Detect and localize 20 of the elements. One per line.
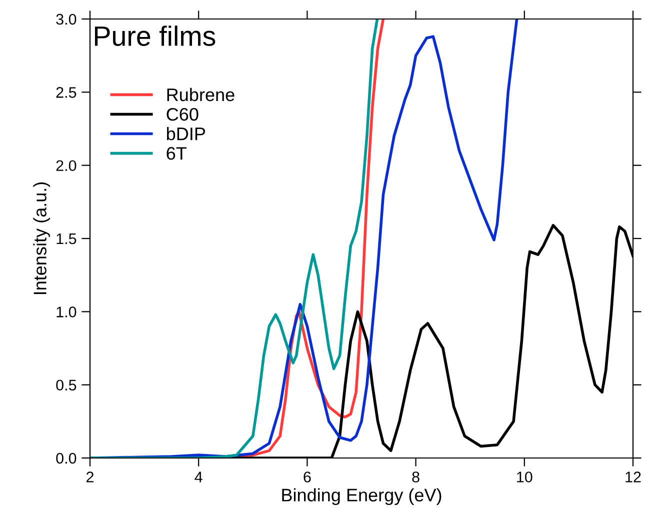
x-axis-title: Binding Energy (eV) xyxy=(282,488,442,506)
x-tick-label: 6 xyxy=(304,472,311,482)
legend-label: 6T xyxy=(166,147,187,160)
y-tick-label: 3.0 xyxy=(56,14,76,25)
x-tick-label: 2 xyxy=(86,472,94,482)
annotation: Pure films xyxy=(94,26,216,46)
y-tick-label: 0.5 xyxy=(56,380,76,391)
x-tick-label: 8 xyxy=(412,472,420,482)
y-tick-label: 2.0 xyxy=(56,160,76,172)
legend-label: Rubrene xyxy=(167,88,234,102)
y-tick-label: 1.0 xyxy=(56,306,76,318)
legend-label: bDIP xyxy=(167,127,206,140)
y-tick-label: 1.5 xyxy=(56,234,76,244)
x-tick-label: 4 xyxy=(194,472,202,482)
y-tick-label: 0.0 xyxy=(56,452,76,464)
legend-label: C60 xyxy=(166,108,198,121)
y-axis-title: Intensity (a.u.) xyxy=(33,182,50,294)
x-tick-label: 12 xyxy=(626,472,641,482)
x-tick-label: 10 xyxy=(517,472,532,482)
y-tick-label: 2.5 xyxy=(56,87,76,98)
